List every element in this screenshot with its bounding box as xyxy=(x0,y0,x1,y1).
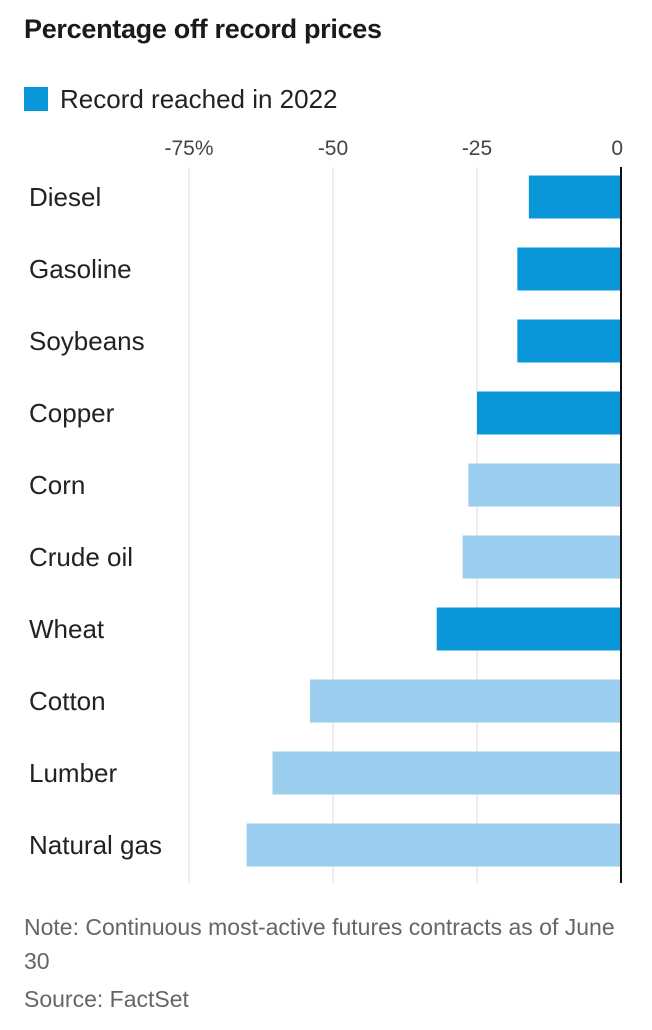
chart-note: Note: Continuous most-active futures con… xyxy=(24,914,615,974)
bar-gasoline xyxy=(517,247,621,291)
bar-copper xyxy=(477,391,621,435)
category-label: Corn xyxy=(29,470,85,500)
category-label: Gasoline xyxy=(29,254,132,284)
category-label: Crude oil xyxy=(29,542,133,572)
bar-lumber xyxy=(272,751,621,795)
legend-swatch xyxy=(24,87,48,111)
chart-title: Percentage off record prices xyxy=(24,14,382,44)
bar-cotton xyxy=(309,679,621,723)
category-label: Lumber xyxy=(29,758,117,788)
bar-wheat xyxy=(436,607,621,651)
bar-chart: -75% -50 -25 0 Diesel Gasoline Soybeans Copper C… xyxy=(29,137,623,883)
legend: Record reached in 2022 xyxy=(24,84,338,114)
chart-source: Source: FactSet xyxy=(24,986,189,1012)
category-label: Copper xyxy=(29,398,115,428)
bar-corn xyxy=(468,463,621,507)
category-label: Diesel xyxy=(29,182,101,212)
x-tick-label: -75% xyxy=(164,137,213,160)
x-tick-label: -50 xyxy=(318,137,348,160)
x-tick-label: -25 xyxy=(462,137,492,160)
bar-diesel xyxy=(528,175,621,219)
category-label: Cotton xyxy=(29,686,106,716)
bar-natural-gas xyxy=(246,823,621,867)
x-tick-label: 0 xyxy=(611,137,623,160)
category-label: Natural gas xyxy=(29,830,162,860)
category-label: Wheat xyxy=(29,614,105,644)
bar-soybeans xyxy=(517,319,621,363)
category-label: Soybeans xyxy=(29,326,145,356)
legend-label: Record reached in 2022 xyxy=(60,83,338,114)
bar-crude-oil xyxy=(462,535,621,579)
